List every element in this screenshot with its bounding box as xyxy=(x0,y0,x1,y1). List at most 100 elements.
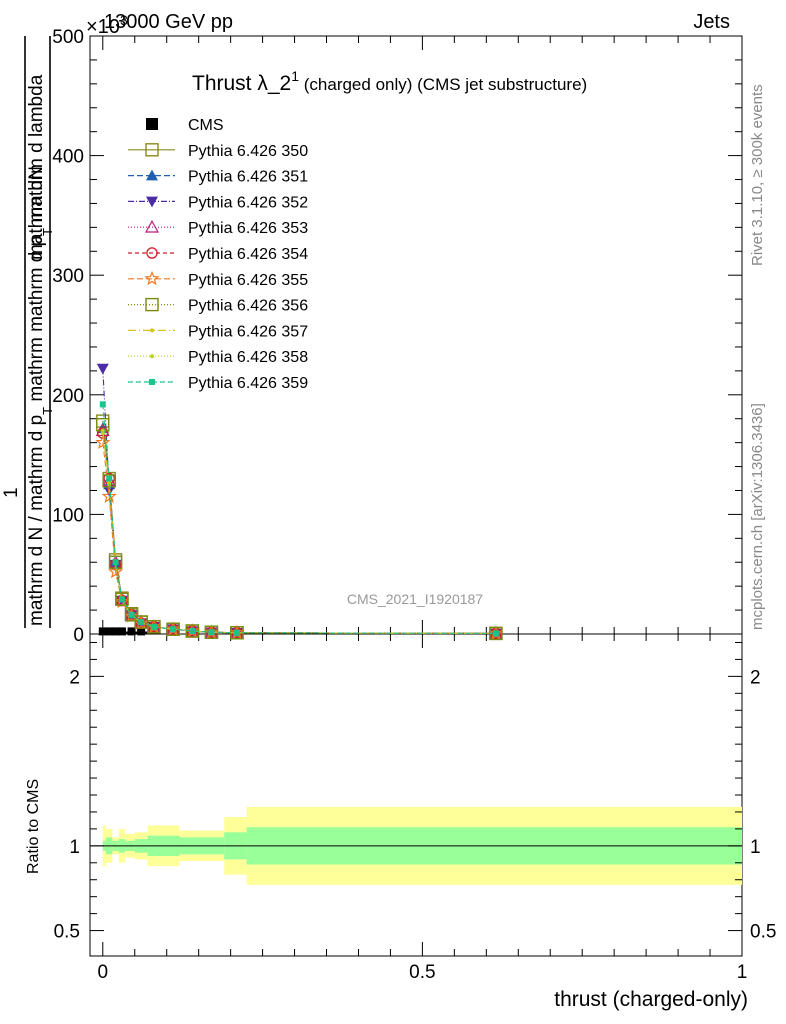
ratio-y-tick-label: 0.5 xyxy=(54,922,80,943)
data-point xyxy=(124,608,140,623)
data-point xyxy=(234,629,241,636)
xlabel: thrust (charged-only) xyxy=(554,988,748,1011)
legend-item-5: Pythia 6.426 354 xyxy=(128,246,308,263)
legend-label: Pythia 6.426 358 xyxy=(188,349,308,366)
legend-item-9: Pythia 6.426 358 xyxy=(128,349,308,366)
legend-item-8: Pythia 6.426 357 xyxy=(128,323,308,340)
ylabel-denominator: mathrm d N / mathrm d pT mathrm mathrm d… xyxy=(26,74,55,626)
y-tick-label: 100 xyxy=(52,505,84,526)
process-label: Jets xyxy=(693,11,730,33)
ylabel-prefix: 1 xyxy=(1,487,22,498)
data-point-cms xyxy=(98,627,107,636)
legend-label: CMS xyxy=(188,117,224,134)
data-point xyxy=(95,434,111,450)
y-tick-label: 400 xyxy=(52,147,84,168)
legend-item-1: Pythia 6.426 350 xyxy=(128,143,308,160)
legend-marker xyxy=(146,247,158,259)
series-0 xyxy=(98,627,148,636)
data-point xyxy=(118,596,125,603)
data-point xyxy=(115,592,129,607)
ratio-plot-frame xyxy=(89,633,743,957)
data-point-cms xyxy=(111,627,120,636)
exponent-label: ×103 xyxy=(86,12,128,38)
ylabel-numerator: mathrm dN xyxy=(26,166,47,260)
ratio-y-tick-label-right: 1 xyxy=(750,837,761,858)
data-point xyxy=(147,620,161,634)
y-tick-label: 500 xyxy=(52,27,84,48)
data-point-cms xyxy=(127,627,136,636)
ratio-y-tick-label-right: 0.5 xyxy=(750,922,776,943)
data-point xyxy=(99,401,106,408)
legend-marker xyxy=(149,379,155,385)
legend-marker xyxy=(145,297,159,312)
data-point-cms xyxy=(137,627,146,636)
legend-item-4: Pythia 6.426 353 xyxy=(128,219,308,237)
main-axes: 0 100 200 300 400 500 0 0.5 1 xyxy=(52,27,747,983)
ratio-y-tick-label: 2 xyxy=(69,667,80,688)
series-10 xyxy=(99,401,499,637)
data-point xyxy=(138,619,145,626)
y-tick-label: 300 xyxy=(52,266,84,287)
energy-label: 13000 GeV pp xyxy=(104,11,233,33)
series-6 xyxy=(95,434,504,640)
legend-label: Pythia 6.426 359 xyxy=(188,375,308,392)
data-point xyxy=(189,628,196,635)
data-point xyxy=(101,488,117,503)
data-point xyxy=(134,615,148,629)
legend-marker xyxy=(146,118,158,130)
rivet-label: Rivet 3.1.10, ≥ 300k events xyxy=(749,84,766,266)
x-tick-label: 1 xyxy=(737,962,748,983)
legend-marker xyxy=(150,354,154,359)
legend-item-2: Pythia 6.426 351 xyxy=(128,169,308,186)
legend-item-0: CMS xyxy=(146,117,224,134)
legend-marker xyxy=(145,143,159,157)
legend-marker xyxy=(146,169,158,181)
legend-label: Pythia 6.426 357 xyxy=(188,323,308,340)
x-tick-label: 0 xyxy=(97,962,108,983)
data-point xyxy=(114,593,130,609)
legend-label: Pythia 6.426 352 xyxy=(188,194,308,211)
chart-title: Thrust λ_21 (charged only) (CMS jet subs… xyxy=(192,68,587,95)
data-point xyxy=(112,559,119,566)
x-tick-label: 0.5 xyxy=(409,962,435,983)
legend-marker xyxy=(150,328,154,333)
series-layer xyxy=(95,363,504,641)
exponent-power: 3 xyxy=(120,12,128,28)
data-point-cms xyxy=(117,627,126,636)
data-point xyxy=(100,431,105,436)
y-tick-label: 200 xyxy=(52,386,84,407)
legend-label: Pythia 6.426 350 xyxy=(188,143,308,160)
y-tick-label: 0 xyxy=(73,625,84,646)
data-point xyxy=(128,611,135,618)
series-line xyxy=(102,404,496,634)
data-point xyxy=(170,626,177,633)
legend-item-10: Pythia 6.426 359 xyxy=(128,375,308,392)
ratio-axes: 0.5 0.5 1 1 2 2 xyxy=(54,641,776,943)
data-point xyxy=(208,629,215,636)
main-ylabel: mathrm dN 1 mathrm d N / mathrm d pT mat… xyxy=(1,36,55,628)
watermark: CMS_2021_I1920187 xyxy=(347,591,483,607)
legend-label: Pythia 6.426 353 xyxy=(188,220,308,237)
data-point xyxy=(106,475,113,482)
legend-label: Pythia 6.426 351 xyxy=(188,169,308,186)
data-point xyxy=(492,630,499,637)
data-point xyxy=(150,623,157,630)
data-point xyxy=(108,563,124,579)
data-point xyxy=(124,608,139,622)
legend-marker xyxy=(144,219,160,233)
ratio-y-tick-label: 1 xyxy=(69,837,80,858)
legend: CMS Pythia 6.426 350 Pythia 6.426 351 Pythi… xyxy=(128,117,308,392)
data-point-cms xyxy=(105,627,114,636)
legend-marker xyxy=(144,270,160,286)
data-point xyxy=(96,363,109,375)
legend-item-3: Pythia 6.426 352 xyxy=(128,194,308,211)
legend-item-7: Pythia 6.426 356 xyxy=(128,298,308,315)
legend-item-6: Pythia 6.426 355 xyxy=(128,270,308,289)
ratio-y-tick-label-right: 2 xyxy=(750,667,761,688)
legend-marker xyxy=(146,196,158,208)
mcplots-label: mcplots.cern.ch [arXiv:1306.3436] xyxy=(749,403,766,630)
ratio-ylabel: Ratio to CMS xyxy=(25,779,42,874)
legend-label: Pythia 6.426 356 xyxy=(188,298,308,315)
legend-label: Pythia 6.426 355 xyxy=(188,272,308,289)
